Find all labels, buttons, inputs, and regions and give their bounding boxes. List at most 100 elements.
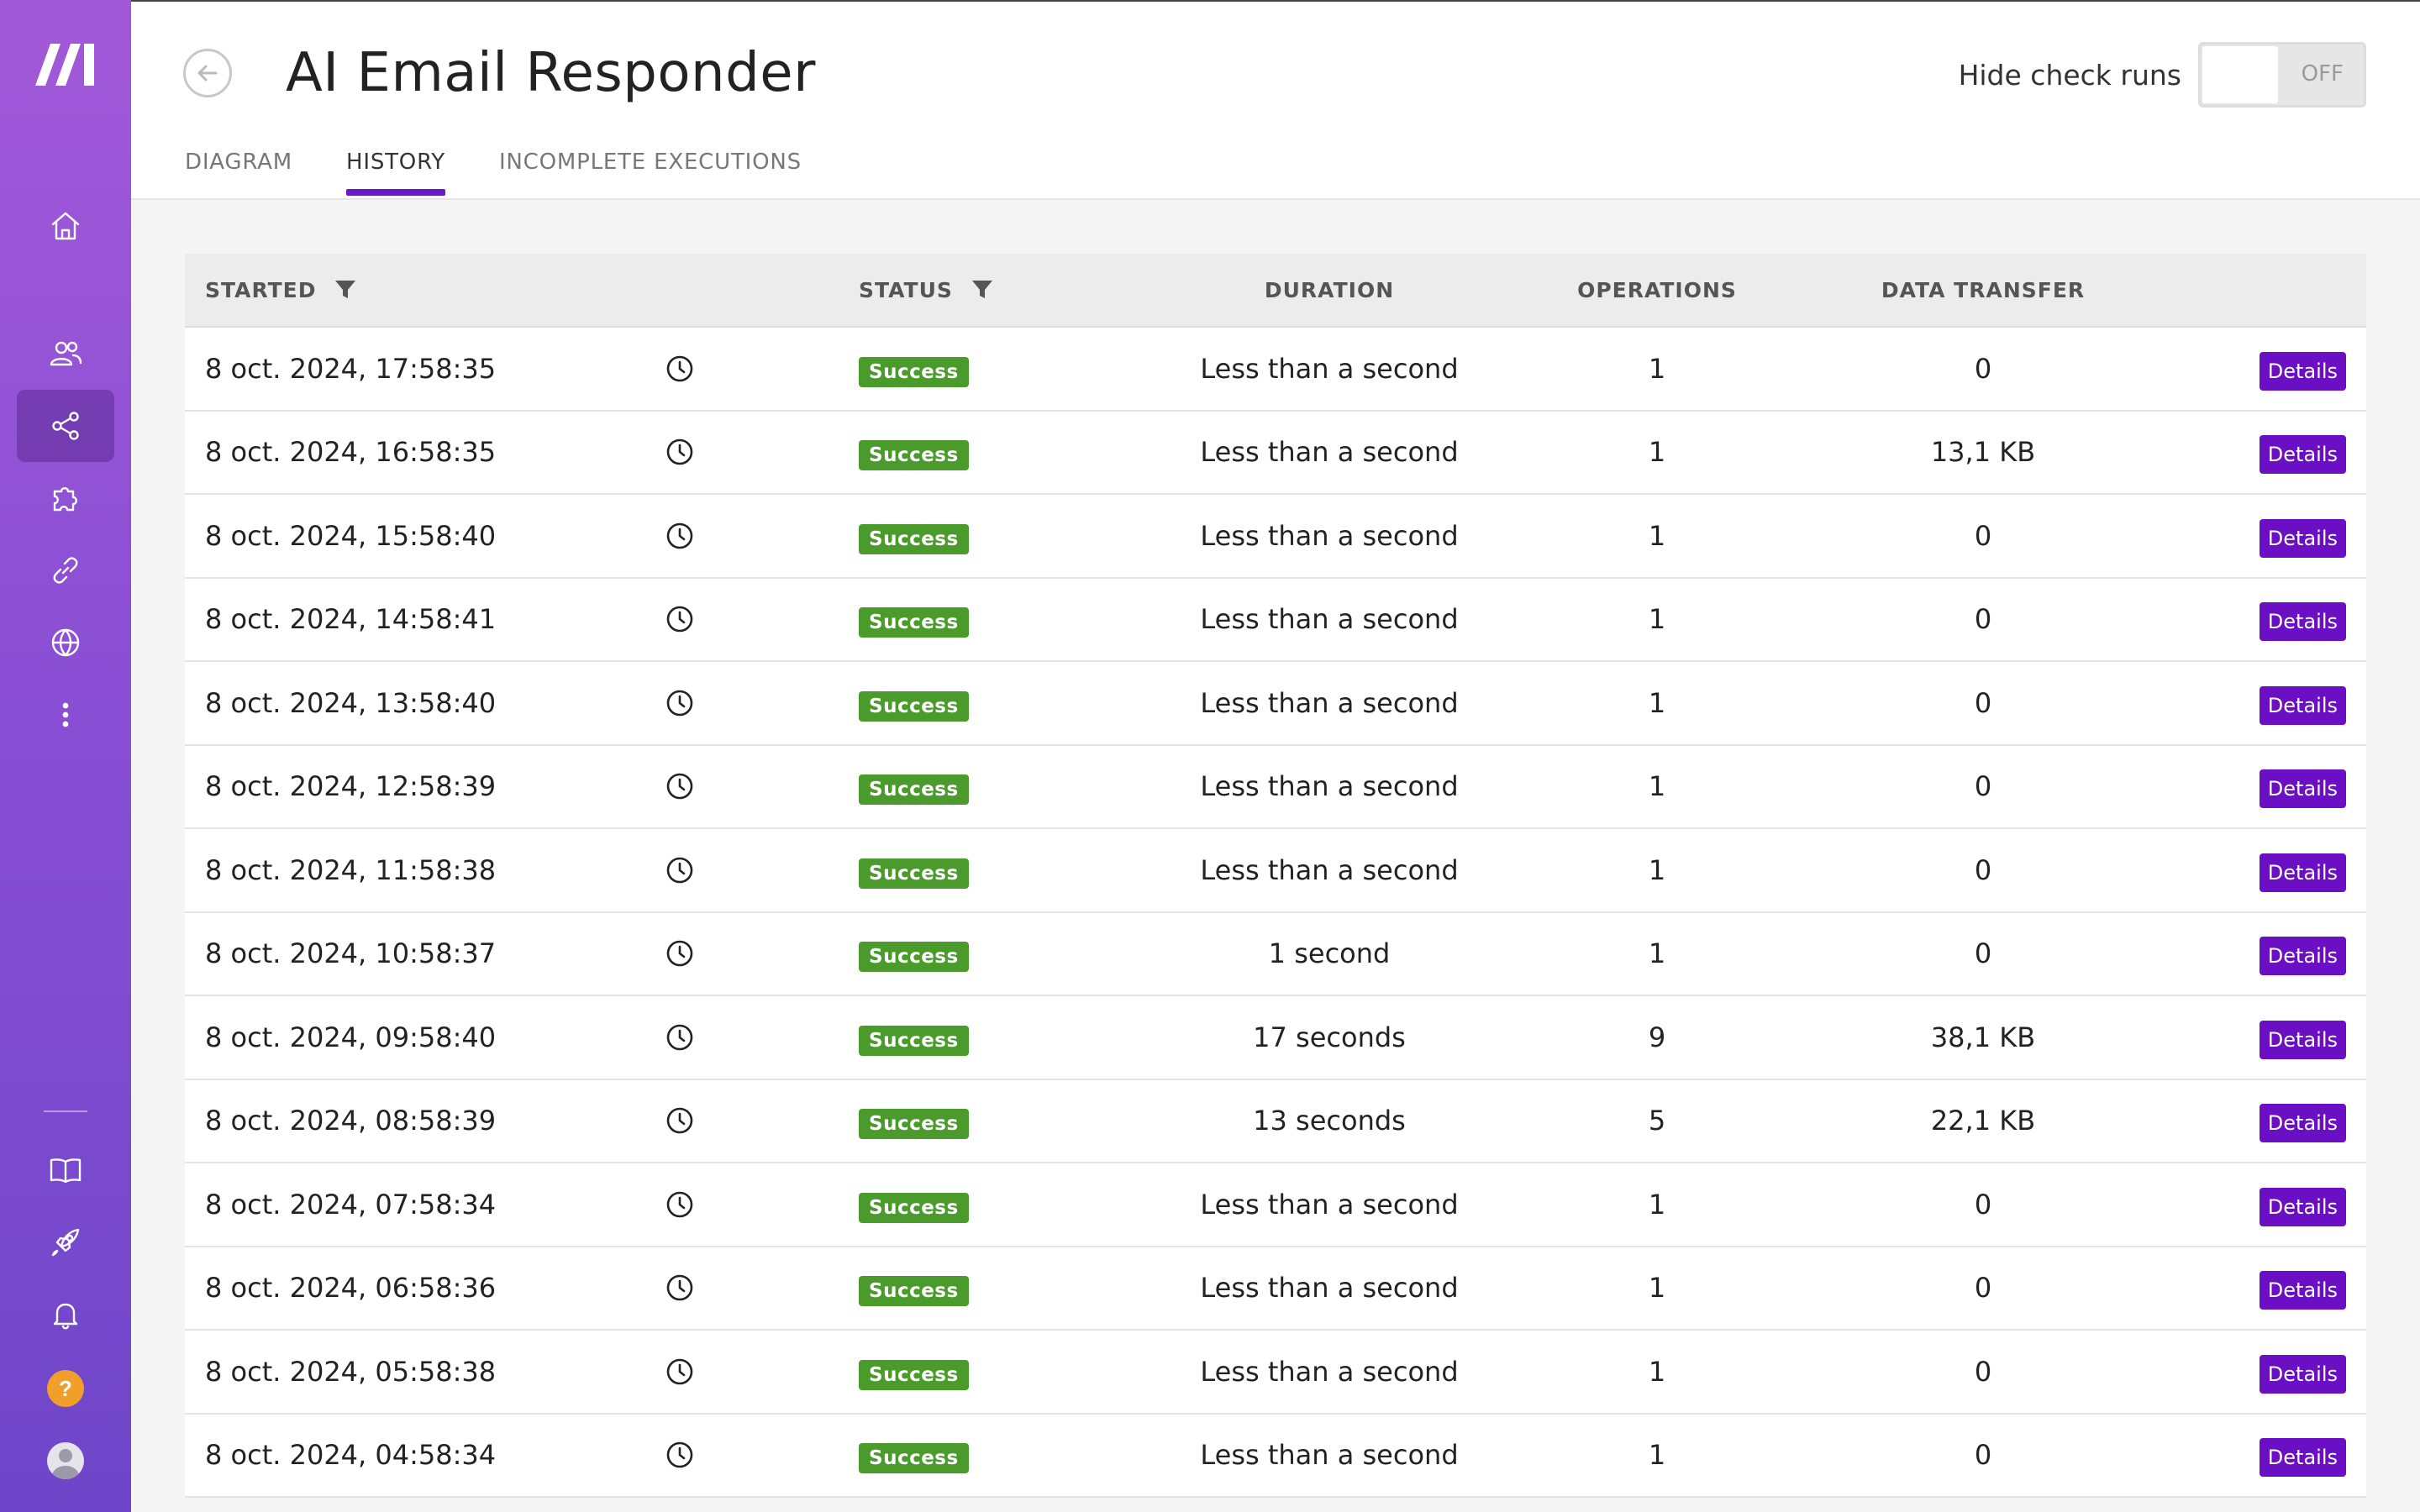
details-cell: Details xyxy=(2259,1438,2346,1478)
clock-cell[interactable] xyxy=(665,604,695,634)
data-transfer-cell: 0 xyxy=(1974,1272,1992,1305)
sidebar-item-notifications[interactable] xyxy=(17,1278,114,1351)
table-row[interactable]: 8 oct. 2024, 05:58:38 Success Less than a … xyxy=(185,1331,2366,1415)
clock-cell[interactable] xyxy=(665,688,695,718)
col-header-status-label: STATUS xyxy=(859,277,953,302)
details-button[interactable]: Details xyxy=(2259,1020,2346,1059)
globe-icon xyxy=(51,628,80,657)
clock-icon[interactable] xyxy=(665,1022,695,1053)
tab-history[interactable]: HISTORY xyxy=(346,150,445,196)
table-row[interactable]: 8 oct. 2024, 09:58:40 Success 17 seconds 9 3… xyxy=(185,996,2366,1080)
status-cell: Success xyxy=(859,436,969,471)
started-cell: 8 oct. 2024, 06:58:36 xyxy=(205,1272,497,1305)
details-cell: Details xyxy=(2259,1354,2346,1394)
home-icon xyxy=(51,212,80,240)
table-row[interactable]: 8 oct. 2024, 04:58:34 Success Less than a … xyxy=(185,1415,2366,1498)
clock-icon[interactable] xyxy=(665,1440,695,1470)
hide-check-runs-toggle[interactable]: OFF xyxy=(2198,42,2366,108)
details-button[interactable]: Details xyxy=(2259,853,2346,892)
col-header-started-label: STARTED xyxy=(205,277,317,302)
sidebar-item-team[interactable] xyxy=(17,318,114,390)
sidebar-item-profile[interactable] xyxy=(17,1425,114,1497)
sidebar-item-onboarding[interactable] xyxy=(17,1206,114,1278)
clock-cell[interactable] xyxy=(665,437,695,467)
operations-cell: 1 xyxy=(1648,519,1666,552)
clock-cell[interactable] xyxy=(665,1189,695,1220)
clock-icon[interactable] xyxy=(665,354,695,384)
table-row[interactable]: 8 oct. 2024, 17:58:35 Success Less than a … xyxy=(185,328,2366,412)
details-button[interactable]: Details xyxy=(2259,1271,2346,1310)
table-row[interactable]: 8 oct. 2024, 10:58:37 Success 1 second 1 0 De… xyxy=(185,913,2366,996)
clock-icon[interactable] xyxy=(665,771,695,801)
toggle-knob xyxy=(2202,46,2278,103)
clock-icon[interactable] xyxy=(665,521,695,551)
details-button[interactable]: Details xyxy=(2259,435,2346,475)
details-button[interactable]: Details xyxy=(2259,685,2346,725)
clock-cell[interactable] xyxy=(665,354,695,384)
details-cell: Details xyxy=(2259,685,2346,725)
status-badge: Success xyxy=(859,1359,969,1390)
details-button[interactable]: Details xyxy=(2259,1187,2346,1226)
sidebar-item-help[interactable]: ? xyxy=(17,1352,114,1425)
details-cell: Details xyxy=(2259,1271,2346,1310)
make-logo-icon[interactable] xyxy=(34,42,97,87)
status-cell: Success xyxy=(859,603,969,638)
started-cell: 8 oct. 2024, 07:58:34 xyxy=(205,1188,497,1221)
clock-icon[interactable] xyxy=(665,437,695,467)
table-row[interactable]: 8 oct. 2024, 08:58:39 Success 13 seconds 5 2… xyxy=(185,1080,2366,1163)
table-row[interactable]: 8 oct. 2024, 06:58:36 Success Less than a … xyxy=(185,1247,2366,1331)
sidebar-item-apps[interactable] xyxy=(17,462,114,534)
table-row[interactable]: 8 oct. 2024, 12:58:39 Success Less than a … xyxy=(185,746,2366,829)
details-button[interactable]: Details xyxy=(2259,937,2346,976)
details-button[interactable]: Details xyxy=(2259,351,2346,391)
details-button[interactable]: Details xyxy=(2259,602,2346,642)
clock-icon[interactable] xyxy=(665,688,695,718)
clock-cell[interactable] xyxy=(665,855,695,885)
status-badge: Success xyxy=(859,858,969,889)
clock-cell[interactable] xyxy=(665,521,695,551)
clock-icon[interactable] xyxy=(665,1189,695,1220)
details-button[interactable]: Details xyxy=(2259,1438,2346,1478)
status-cell: Success xyxy=(859,353,969,387)
link-icon xyxy=(53,557,78,584)
operations-cell: 1 xyxy=(1648,352,1666,385)
clock-cell[interactable] xyxy=(665,1440,695,1470)
clock-cell[interactable] xyxy=(665,1105,695,1136)
tab-incomplete-executions[interactable]: INCOMPLETE EXECUTIONS xyxy=(498,150,802,175)
table-row[interactable]: 8 oct. 2024, 07:58:34 Success Less than a … xyxy=(185,1163,2366,1247)
data-transfer-cell: 38,1 KB xyxy=(1930,1021,2036,1053)
table-row[interactable]: 8 oct. 2024, 16:58:35 Success Less than a … xyxy=(185,412,2366,495)
table-row[interactable]: 8 oct. 2024, 14:58:41 Success Less than a … xyxy=(185,579,2366,662)
clock-icon[interactable] xyxy=(665,604,695,634)
clock-cell[interactable] xyxy=(665,1273,695,1303)
details-button[interactable]: Details xyxy=(2259,1354,2346,1394)
details-button[interactable]: Details xyxy=(2259,518,2346,558)
filter-icon[interactable] xyxy=(334,280,356,300)
back-button[interactable] xyxy=(183,49,232,97)
table-row[interactable]: 8 oct. 2024, 11:58:38 Success Less than a … xyxy=(185,829,2366,913)
clock-cell[interactable] xyxy=(665,938,695,969)
clock-cell[interactable] xyxy=(665,1357,695,1387)
clock-icon[interactable] xyxy=(665,938,695,969)
sidebar-item-more[interactable] xyxy=(17,679,114,751)
clock-icon[interactable] xyxy=(665,1357,695,1387)
filter-icon[interactable] xyxy=(971,280,993,300)
sidebar-item-home[interactable] xyxy=(17,190,114,262)
clock-cell[interactable] xyxy=(665,771,695,801)
details-button[interactable]: Details xyxy=(2259,1104,2346,1143)
clock-icon[interactable] xyxy=(665,1105,695,1136)
clock-icon[interactable] xyxy=(665,855,695,885)
clock-icon[interactable] xyxy=(665,1273,695,1303)
sidebar-item-docs[interactable] xyxy=(17,1134,114,1206)
table-row[interactable]: 8 oct. 2024, 15:58:40 Success Less than a … xyxy=(185,495,2366,579)
sidebar-item-webhooks[interactable] xyxy=(17,606,114,679)
status-cell: Success xyxy=(859,1105,969,1140)
sidebar-item-connections[interactable] xyxy=(17,534,114,606)
tab-diagram[interactable]: DIAGRAM xyxy=(185,150,292,175)
duration-cell: Less than a second xyxy=(1200,1188,1459,1221)
table-row[interactable]: 8 oct. 2024, 13:58:40 Success Less than a … xyxy=(185,662,2366,746)
clock-cell[interactable] xyxy=(665,1022,695,1053)
sidebar-item-scenarios[interactable] xyxy=(17,390,114,462)
status-badge: Success xyxy=(859,1192,969,1223)
details-button[interactable]: Details xyxy=(2259,769,2346,809)
